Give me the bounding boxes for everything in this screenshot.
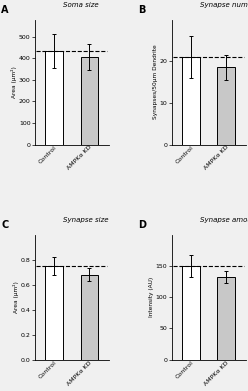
Text: Soma size: Soma size [63, 2, 98, 8]
Text: D: D [138, 220, 146, 230]
Y-axis label: Area (μm²): Area (μm²) [11, 66, 17, 98]
Bar [81, 274, 98, 360]
Y-axis label: Intensity (AU): Intensity (AU) [149, 277, 154, 317]
Bar [182, 266, 200, 360]
Bar [217, 68, 235, 145]
Y-axis label: Synapses/50μm Dendrite: Synapses/50μm Dendrite [153, 45, 158, 120]
Text: A: A [1, 5, 9, 14]
Bar [182, 57, 200, 145]
Text: Synapse number: Synapse number [200, 2, 248, 8]
Bar [217, 277, 235, 360]
Text: Synapse amount: Synapse amount [200, 217, 248, 223]
Y-axis label: Area (μm²): Area (μm²) [13, 281, 19, 313]
Bar [45, 266, 63, 360]
Text: Synapse size: Synapse size [63, 217, 108, 223]
Bar [81, 57, 98, 145]
Text: C: C [1, 220, 9, 230]
Bar [45, 51, 63, 145]
Text: B: B [138, 5, 146, 14]
